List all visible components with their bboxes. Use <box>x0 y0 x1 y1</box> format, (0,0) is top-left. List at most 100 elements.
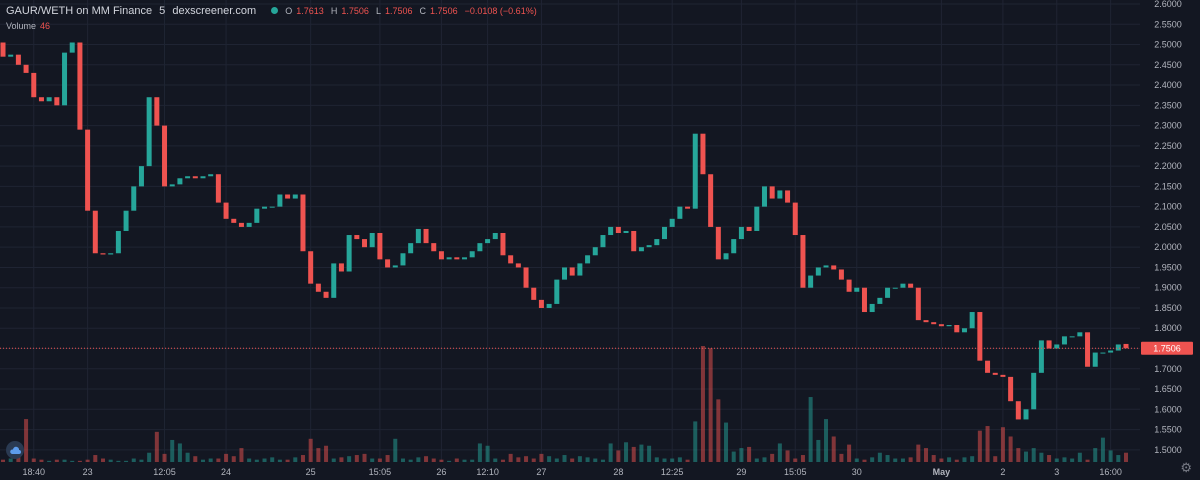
time-tick-label: 2 <box>1000 467 1005 477</box>
candle <box>392 265 398 268</box>
candle <box>162 125 168 187</box>
volume-bar <box>900 458 905 462</box>
time-tick-label: 15:05 <box>369 467 392 477</box>
price-tick-label: 2.6000 <box>1154 0 1182 9</box>
candle <box>0 42 6 57</box>
volume-bar <box>954 459 959 462</box>
candle <box>1000 374 1006 377</box>
candle <box>362 239 368 248</box>
candle <box>623 230 629 233</box>
volume-bar <box>124 460 129 462</box>
volume-bar <box>493 458 498 462</box>
candle <box>777 190 783 199</box>
volume-bar <box>531 458 536 462</box>
candle <box>869 303 875 313</box>
volume-bar <box>408 459 413 462</box>
candle <box>492 233 498 240</box>
candlesticks <box>0 42 1129 420</box>
candle <box>538 299 544 308</box>
volume-bar <box>116 460 121 462</box>
volume-bar <box>477 443 482 462</box>
volume-bar <box>454 458 459 462</box>
volume-bar <box>1031 448 1036 462</box>
candle <box>323 291 329 298</box>
volume-bar <box>831 436 836 462</box>
candle <box>531 287 537 300</box>
candle <box>500 233 506 256</box>
volume-bar <box>608 443 613 462</box>
gear-icon[interactable]: ⚙ <box>1180 460 1192 475</box>
volume-bar <box>577 456 582 462</box>
tradingview-cloud-icon[interactable] <box>6 441 24 459</box>
candle <box>231 218 237 223</box>
candle <box>569 267 575 276</box>
candle <box>131 186 137 211</box>
candle <box>985 360 991 373</box>
volume-bar <box>277 459 282 462</box>
volume-bar <box>293 457 298 462</box>
candle <box>523 267 529 288</box>
volume-bar <box>270 457 275 462</box>
volume-bar <box>193 456 198 462</box>
volume-bar <box>1039 452 1044 462</box>
volume-bar <box>347 456 352 462</box>
low-value: 1.7506 <box>384 6 413 16</box>
volume-bar <box>447 460 452 462</box>
volume-bar <box>877 452 882 462</box>
candle <box>900 283 906 288</box>
candle <box>377 233 383 260</box>
candle <box>1069 336 1075 338</box>
candle <box>469 251 475 258</box>
volume-bar <box>639 444 644 462</box>
candle <box>1015 401 1021 420</box>
candle <box>485 239 491 244</box>
candle <box>138 166 144 187</box>
candle <box>854 287 860 292</box>
candle <box>46 97 52 102</box>
candle <box>315 283 321 292</box>
candle <box>408 243 414 254</box>
price-tick-label: 2.5000 <box>1154 40 1182 50</box>
time-tick-label: 18:40 <box>23 467 46 477</box>
candle <box>731 239 737 254</box>
volume-bar <box>662 458 667 462</box>
volume-bar <box>216 458 221 462</box>
candle <box>415 228 421 244</box>
volume-bar <box>762 457 767 462</box>
volume-bar <box>862 459 867 462</box>
candle <box>885 287 891 298</box>
volume-bar <box>370 458 375 462</box>
candle <box>185 176 191 179</box>
volume-bar <box>377 458 382 462</box>
volume-bar <box>1047 455 1052 462</box>
high-value: 1.7506 <box>341 6 369 16</box>
candle <box>1038 340 1044 373</box>
volume-bar <box>1116 455 1121 462</box>
volume-bar <box>677 457 682 462</box>
candle <box>177 178 183 185</box>
candle <box>600 235 606 248</box>
price-tick-label: 2.3000 <box>1154 121 1182 131</box>
volume-bar <box>1062 457 1067 462</box>
candle <box>462 257 468 260</box>
candle <box>1008 376 1014 402</box>
volume-bar <box>1124 452 1128 462</box>
last-price-label: 1.7506 <box>1153 343 1181 353</box>
candle <box>923 320 929 323</box>
volume-bar <box>731 451 736 462</box>
time-tick-label: 23 <box>83 467 93 477</box>
volume-bar <box>131 458 136 462</box>
volume-bar <box>354 455 359 462</box>
volume-bar <box>416 457 421 462</box>
candle <box>546 303 552 308</box>
volume-bar <box>939 458 944 462</box>
candle <box>15 54 21 65</box>
volume-bar <box>39 459 44 462</box>
volume-bar <box>147 452 152 462</box>
time-tick-label: 3 <box>1054 467 1059 477</box>
candle <box>746 226 752 231</box>
candle <box>831 265 837 270</box>
chart-legend: GAUR/WETH on MM Finance 5 dexscreener.co… <box>6 5 541 17</box>
volume-bar <box>724 422 729 462</box>
